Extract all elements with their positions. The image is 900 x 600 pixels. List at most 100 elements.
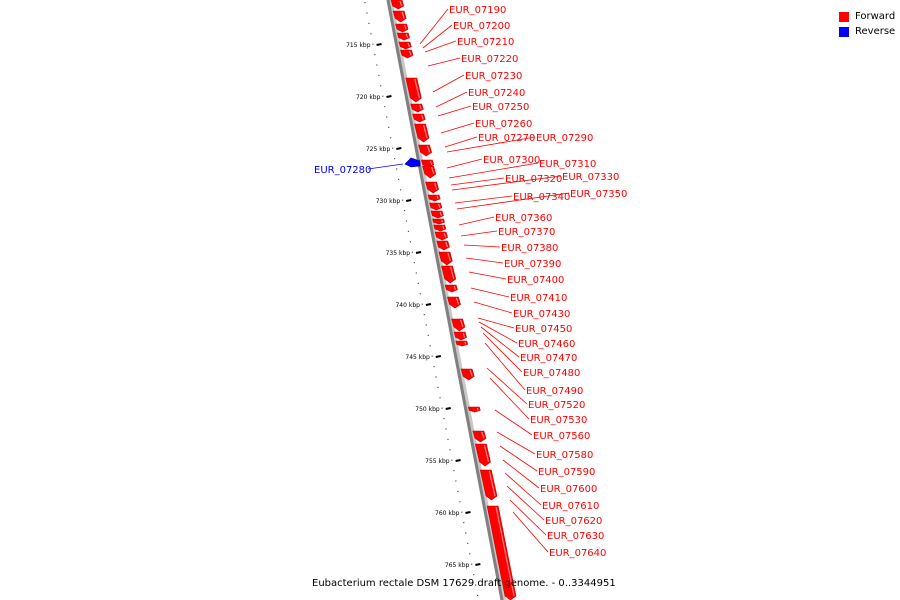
scale-tick	[415, 251, 422, 254]
gene-highlight	[464, 341, 467, 345]
label-leader	[480, 326, 520, 358]
gene-label: EUR_07320	[505, 174, 562, 185]
gene-track	[390, 0, 517, 600]
scale-tick	[435, 355, 442, 358]
label-leader	[482, 332, 523, 373]
gene-label: EUR_07610	[542, 501, 599, 512]
gene-label: EUR_07260	[475, 119, 532, 130]
gene-highlight	[443, 232, 447, 238]
scale-dot	[417, 282, 419, 284]
gene-highlight	[476, 407, 479, 411]
gene-highlight	[481, 431, 485, 439]
scale-tick	[386, 95, 392, 98]
label-leader	[424, 40, 457, 53]
label-leader	[504, 472, 542, 506]
scale-tick-label: 735 kbp	[386, 250, 411, 257]
scale-dot	[394, 158, 396, 160]
gene-labels: EUR_07190 EUR_07200 EUR_07210 EUR_07220 EUR_…	[314, 5, 627, 559]
gene-label: EUR_07370	[498, 227, 555, 238]
label-leader	[440, 122, 475, 134]
gene-highlight	[445, 241, 449, 248]
label-leader	[494, 409, 533, 436]
label-leader	[432, 74, 465, 93]
scale-dot	[401, 199, 404, 201]
gene-highlight	[421, 114, 424, 120]
label-leader	[422, 24, 453, 49]
scale-tick-label: 715 kbp	[346, 42, 371, 49]
legend-reverse-label: Reverse	[855, 26, 896, 37]
gene-highlight	[422, 124, 428, 139]
scale-dot	[364, 2, 366, 4]
scale-tick-label: 740 kbp	[395, 302, 420, 309]
gene-label: EUR_07450	[515, 324, 572, 335]
gene-label: EUR_07200	[453, 21, 510, 32]
reverse-swatch	[839, 26, 849, 37]
scale-dot	[384, 106, 386, 108]
scale-tick-label: 755 kbp	[425, 458, 450, 465]
scale-dot	[378, 74, 380, 76]
label-leader	[470, 287, 510, 298]
gene-label: EUR_07530	[530, 415, 587, 426]
gene-label: EUR_07210	[457, 37, 514, 48]
scale-dot	[431, 355, 433, 357]
gene-label: EUR_07520	[528, 400, 585, 411]
label-leader	[509, 499, 547, 536]
scale-dot	[453, 470, 455, 472]
gene-highlight	[429, 160, 433, 165]
scale-dot	[421, 303, 423, 305]
gene-label: EUR_07390	[504, 259, 561, 270]
gene-label: EUR_07590	[538, 467, 595, 478]
gene-label: EUR_07300	[483, 155, 540, 166]
gene-highlight	[403, 24, 407, 30]
scale-dot	[397, 178, 400, 180]
gene-label: EUR_07470	[520, 353, 577, 364]
gene-highlight	[430, 166, 435, 175]
scale-dot	[443, 418, 445, 420]
label-leader	[463, 244, 501, 248]
scale-dot	[475, 584, 477, 586]
gene-highlight	[419, 104, 422, 110]
gene-highlight	[455, 297, 460, 305]
gene-label: EUR_07190	[449, 5, 506, 16]
gene-highlight	[438, 203, 441, 208]
scale-dot	[463, 522, 465, 524]
scale-dot	[368, 22, 370, 24]
scale-dot	[477, 594, 479, 596]
scale-tick	[405, 199, 412, 202]
reverse-gene-block	[404, 157, 421, 168]
scale-dot	[461, 511, 463, 513]
scale-dot	[399, 189, 402, 191]
gene-label: EUR_07640	[549, 548, 606, 559]
gene-highlight	[405, 33, 409, 38]
scale-dot	[437, 386, 439, 388]
label-leader	[437, 105, 472, 117]
scale-dot	[386, 116, 388, 118]
scale-dot	[435, 376, 437, 378]
label-leader	[446, 158, 483, 169]
scale-dot	[395, 168, 398, 170]
label-leader	[502, 459, 540, 489]
forward-gene-block	[474, 443, 491, 467]
forward-gene-block	[405, 77, 422, 103]
gene-highlight	[453, 285, 457, 290]
gene-label: EUR_07230	[465, 71, 522, 82]
label-leader	[478, 321, 518, 344]
gene-highlight	[426, 145, 431, 153]
scale-dot	[465, 532, 467, 534]
scale-axis: 715 kbp 720 kbp 725 kbp 730 kbp 735 kbp 740 k…	[346, 2, 481, 596]
label-leader	[460, 230, 498, 237]
gene-highlight	[408, 50, 412, 56]
label-leader	[444, 136, 478, 148]
scale-dot	[445, 428, 447, 430]
gene-label: EUR_07250	[472, 102, 529, 113]
gene-label: EUR_07350	[570, 189, 627, 200]
scale-dot	[374, 54, 376, 56]
gene-highlight	[401, 11, 405, 19]
genome-backbone	[386, 0, 507, 600]
gene-label: EUR_07560	[533, 431, 590, 442]
gene-highlight	[483, 444, 490, 463]
label-leader	[512, 511, 549, 553]
scale-dot	[382, 95, 384, 97]
scale-tick	[425, 303, 432, 306]
gene-highlight	[399, 0, 403, 7]
